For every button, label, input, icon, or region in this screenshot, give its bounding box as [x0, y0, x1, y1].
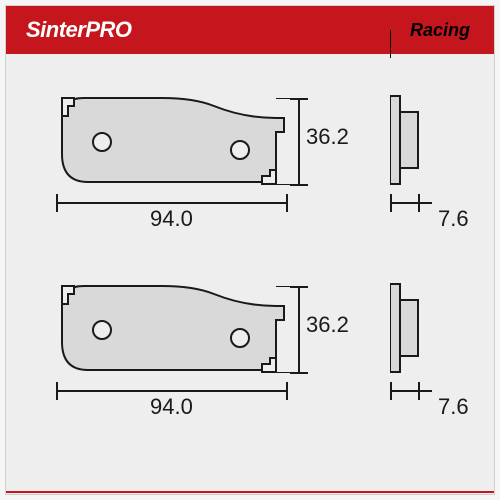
dim-tick: [56, 194, 58, 212]
brake-pad-side-top: [390, 94, 428, 186]
brand-label: SinterPRO: [26, 17, 132, 43]
dim-thick-bottom: 7.6: [438, 394, 469, 420]
brake-pad-front-top: [54, 94, 289, 186]
dim-tick: [286, 194, 288, 212]
dim-line: [56, 202, 288, 204]
dim-tick: [290, 98, 308, 100]
dim-ext: [276, 286, 290, 287]
brand-suffix: PRO: [85, 17, 131, 42]
footer-accent-line: [6, 491, 494, 493]
dim-width-bottom: 94.0: [150, 394, 193, 420]
dim-tick: [290, 372, 308, 374]
dim-tick: [286, 382, 288, 400]
dim-width-top: 94.0: [150, 206, 193, 232]
dim-line: [298, 98, 300, 186]
diagram-frame: SinterPRO Racing 36.: [5, 5, 495, 495]
dim-tick: [290, 184, 308, 186]
dim-tick: [418, 194, 420, 212]
brake-pad-side-bottom: [390, 282, 428, 374]
diagram-canvas: 36.2 94.0 7.6 36.2: [6, 54, 494, 496]
brake-pad-front-bottom: [54, 282, 289, 374]
dim-ext: [276, 184, 290, 185]
dim-tick: [56, 382, 58, 400]
header-bar: SinterPRO Racing: [6, 6, 494, 54]
dim-tick: [390, 194, 392, 212]
category-label: Racing: [410, 20, 470, 40]
dim-line: [390, 390, 432, 392]
dim-tick: [290, 286, 308, 288]
dim-height-top: 36.2: [306, 124, 349, 150]
brand-prefix: Sinter: [26, 17, 85, 42]
dim-line: [390, 202, 432, 204]
dim-tick: [418, 382, 420, 400]
dim-thick-top: 7.6: [438, 206, 469, 232]
dim-tick: [390, 382, 392, 400]
dim-line: [298, 286, 300, 374]
dim-ext: [276, 98, 290, 99]
dim-ext: [276, 372, 290, 373]
dim-height-bottom: 36.2: [306, 312, 349, 338]
dim-line: [56, 390, 288, 392]
